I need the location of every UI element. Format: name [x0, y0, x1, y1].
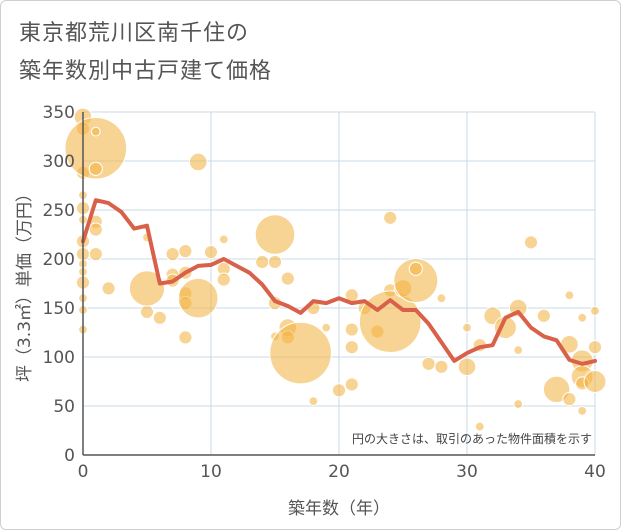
bubble-point	[139, 304, 155, 320]
bubble-point	[178, 244, 193, 259]
y-tick-label: 200	[43, 250, 75, 270]
bubble-point	[90, 126, 101, 137]
x-axis-label: 築年数（年）	[288, 499, 390, 519]
bubble-point	[267, 254, 283, 270]
y-tick-label: 150	[43, 299, 75, 319]
bubble-point	[587, 340, 603, 355]
y-axis-label: 坪（3.3㎡）単価（万円）	[15, 185, 35, 382]
x-tick-label: 40	[584, 462, 606, 482]
bubble-point	[88, 222, 103, 237]
bubble-point	[88, 161, 103, 176]
bubble-point	[577, 406, 588, 416]
y-tick-label: 250	[43, 201, 75, 221]
bubble-point	[421, 356, 436, 371]
bubble-point	[436, 293, 447, 304]
bubble-point	[216, 272, 231, 287]
size-annotation: 円の大きさは、取引のあった物件面積を示す	[352, 431, 592, 446]
y-tick-label: 0	[64, 446, 75, 466]
bubble-point	[462, 322, 472, 333]
bubble-point	[178, 330, 193, 345]
bubble-point	[177, 277, 219, 319]
bubble-point	[280, 271, 295, 286]
bubble-point	[583, 370, 607, 393]
y-tick-label: 50	[53, 397, 75, 417]
bubble-point	[152, 310, 167, 325]
bubble-point	[254, 214, 296, 255]
bubble-point	[255, 254, 270, 270]
bubble-point	[562, 392, 577, 407]
bubble-point	[203, 245, 219, 260]
chart-title-line1: 東京都荒川区南千住の	[19, 21, 250, 46]
bubble-point	[474, 421, 485, 432]
bubble-point	[457, 357, 477, 377]
bubble-point	[434, 359, 449, 374]
y-tick-label: 350	[43, 103, 75, 123]
bubble-point	[165, 247, 180, 262]
bubble-point	[321, 322, 332, 333]
y-tick-label: 100	[43, 348, 75, 368]
x-tick-label: 30	[456, 462, 478, 482]
bubble-point	[513, 399, 524, 409]
bubble-point	[577, 312, 588, 323]
bubble-point	[128, 270, 166, 307]
bubble-point	[513, 345, 524, 356]
bubble-point	[88, 247, 103, 262]
bubble-point	[344, 322, 359, 337]
x-tick-label: 20	[328, 462, 350, 482]
tick-labels: 0 50 100 150 200 250 300 350 0 10 20 30 40	[43, 103, 606, 482]
bubble-point	[344, 340, 359, 355]
axes	[82, 112, 595, 456]
bubble-point	[590, 306, 600, 316]
bubble-point	[344, 377, 359, 392]
bubble-point	[308, 396, 319, 407]
bubble-series	[64, 107, 607, 432]
bubble-point	[383, 210, 398, 225]
x-tick-label: 0	[78, 462, 89, 482]
bubble-point	[218, 234, 229, 245]
trend-line-series	[81, 198, 597, 366]
bubble-point	[536, 308, 551, 323]
bubble-point	[393, 258, 439, 304]
average-price-line	[81, 198, 597, 366]
bubble-point	[331, 383, 347, 398]
bubble-point	[523, 235, 539, 250]
bubble-point	[564, 290, 575, 301]
bubble-point	[188, 152, 208, 172]
chart-title-line2: 築年数別中古戸建て価格	[19, 59, 273, 84]
x-tick-label: 10	[200, 462, 222, 482]
bubble-point	[64, 116, 128, 180]
bubble-point	[269, 321, 332, 385]
bubble-point	[408, 261, 423, 276]
y-tick-label: 300	[43, 152, 75, 172]
bubble-point	[101, 281, 116, 296]
